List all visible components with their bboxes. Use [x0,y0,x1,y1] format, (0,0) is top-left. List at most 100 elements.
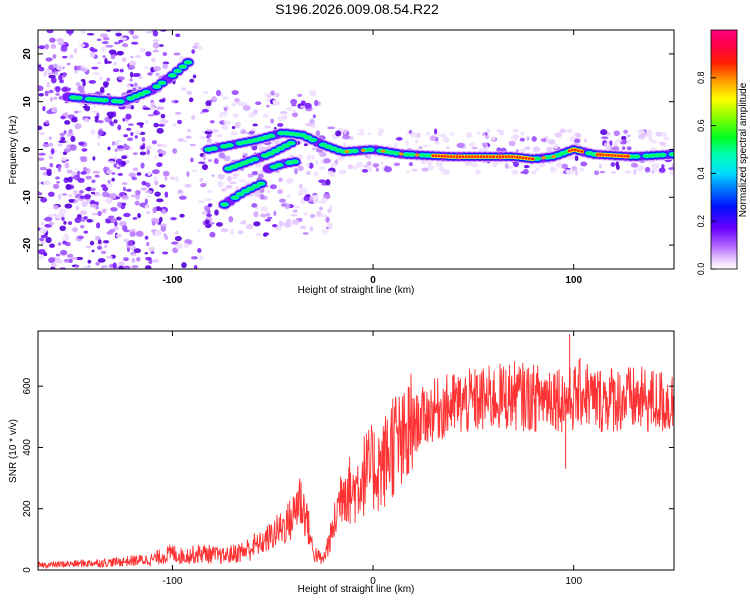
noise-speckle [59,79,64,84]
noise-speckle [549,166,557,172]
noise-speckle [59,249,68,256]
noise-speckle [192,74,197,79]
noise-speckle [136,257,141,262]
noise-speckle [101,40,109,45]
noise-speckle [181,262,187,269]
noise-speckle [280,203,287,207]
noise-speckle [60,46,68,53]
noise-speckle [524,146,531,151]
noise-speckle [100,250,107,254]
noise-speckle [54,257,61,263]
noise-speckle [228,216,234,223]
noise-speckle [611,171,617,174]
noise-speckle [42,106,46,112]
noise-speckle [114,148,118,152]
noise-speckle [325,216,330,223]
noise-speckle [74,217,82,224]
noise-speckle [181,87,187,91]
ridge-blob [225,143,234,148]
noise-speckle [127,123,134,126]
noise-speckle [191,169,198,173]
ridge-blob [658,153,667,157]
noise-speckle [108,114,114,119]
noise-speckle [79,195,86,199]
noise-speckle [624,170,632,174]
noise-speckle [267,189,271,194]
noise-speckle [64,162,70,169]
noise-speckle [670,169,674,176]
noise-speckle [312,114,316,119]
noise-speckle [103,37,110,41]
noise-speckle [133,248,141,254]
noise-speckle [189,78,195,83]
noise-speckle [284,223,289,227]
noise-speckle [49,162,54,168]
noise-speckle [306,163,310,168]
noise-speckle [156,127,164,134]
noise-speckle [67,221,73,225]
noise-speckle [61,193,68,196]
noise-speckle [363,164,369,168]
noise-speckle [85,245,92,249]
noise-speckle [481,142,488,147]
noise-speckle [478,148,487,152]
noise-speckle [79,210,88,215]
noise-speckle [139,47,147,53]
noise-speckle [153,155,158,159]
noise-speckle [406,170,410,174]
noise-speckle [142,107,151,111]
noise-speckle [78,141,85,146]
noise-speckle [299,225,307,230]
noise-speckle [132,35,139,40]
noise-speckle [106,169,113,175]
noise-speckle [152,258,160,263]
noise-speckle [522,168,529,175]
noise-speckle [158,123,165,127]
noise-speckle [91,249,95,253]
noise-speckle [112,68,120,73]
noise-speckle [277,115,286,122]
noise-speckle [245,223,254,230]
noise-speckle [91,48,98,53]
noise-speckle [193,42,200,47]
noise-speckle [205,219,210,225]
colorbar-tick-label: 0.2 [696,215,706,228]
noise-speckle [111,177,115,182]
noise-speckle [104,197,111,203]
noise-speckle [87,259,92,264]
noise-speckle [106,183,113,188]
noise-speckle [48,74,56,79]
noise-speckle [561,163,568,169]
noise-speckle [74,110,79,114]
noise-speckle [103,83,109,88]
noise-speckle [251,203,258,208]
noise-speckle [427,165,435,171]
noise-speckle [38,93,44,97]
noise-speckle [293,205,301,209]
ridge-blob [308,138,317,142]
noise-speckle [446,146,450,150]
noise-speckle [49,243,56,248]
noise-speckle [380,161,384,166]
noise-speckle [482,132,486,137]
noise-speckle [335,130,342,137]
noise-speckle [63,130,67,135]
noise-speckle [418,146,423,150]
noise-speckle [146,241,150,247]
noise-speckle [175,243,184,250]
noise-speckle [113,119,118,124]
noise-speckle [198,200,205,204]
top-x-tick-label: 100 [565,275,582,286]
noise-speckle [511,169,519,175]
ridge-blob [281,143,290,148]
bottom-x-tick-label: -100 [162,576,182,587]
noise-speckle [214,209,219,216]
noise-speckle [508,165,513,169]
noise-speckle [277,122,284,127]
noise-speckle [606,140,610,144]
noise-speckle [83,216,88,220]
noise-speckle [286,194,292,199]
noise-speckle [117,148,124,152]
noise-speckle [209,231,216,238]
noise-speckle [126,188,132,192]
